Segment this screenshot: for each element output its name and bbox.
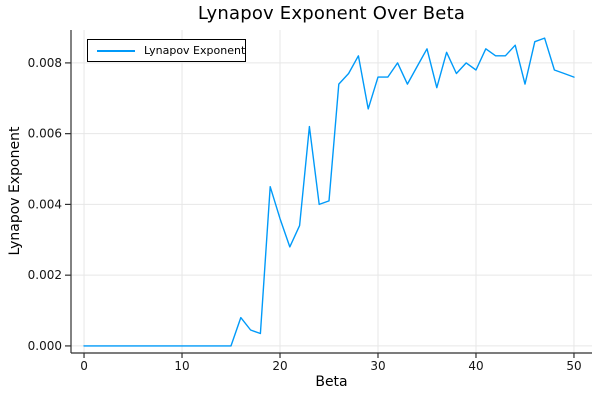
legend: Lynapov Exponent xyxy=(87,39,246,62)
x-tick-label: 0 xyxy=(80,359,88,373)
y-tick-label: 0.000 xyxy=(28,339,62,353)
x-tick-label: 40 xyxy=(468,359,483,373)
legend-line-sample xyxy=(97,49,135,52)
y-tick-label: 0.006 xyxy=(28,127,62,141)
legend-label: Lynapov Exponent xyxy=(144,44,246,57)
y-tick-label: 0.002 xyxy=(28,268,62,282)
x-tick-label: 10 xyxy=(174,359,189,373)
x-axis-label: Beta xyxy=(315,374,348,390)
chart-title: Lynapov Exponent Over Beta xyxy=(197,3,466,24)
y-tick-label: 0.008 xyxy=(28,56,62,70)
series-line xyxy=(83,37,575,347)
y-tick-label: 0.004 xyxy=(28,197,62,211)
x-tick-label: 30 xyxy=(370,359,385,373)
x-tick-label: 50 xyxy=(566,359,581,373)
x-tick-label: 20 xyxy=(272,359,287,373)
